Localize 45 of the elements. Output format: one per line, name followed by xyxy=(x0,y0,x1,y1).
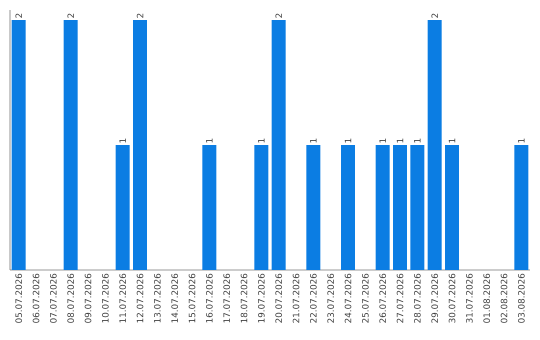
x-tick-label: 20.07.2026 xyxy=(275,274,282,323)
data-label: 1 xyxy=(448,138,456,142)
data-label: 1 xyxy=(396,138,404,142)
x-tick-label: 16.07.2026 xyxy=(206,274,213,322)
data-label: 1 xyxy=(518,138,525,142)
data-label: 1 xyxy=(379,138,386,142)
x-tick-label: 19.07.2026 xyxy=(258,274,265,322)
x-tick-label: 17.07.2026 xyxy=(223,274,230,322)
x-tick-label: 10.07.2026 xyxy=(102,274,109,322)
x-tick-label: 05.07.2026 xyxy=(15,274,22,323)
x-tick-label: 26.07.2026 xyxy=(379,274,386,323)
data-label: 2 xyxy=(15,14,22,18)
x-tick-label: 06.07.2026 xyxy=(32,274,40,323)
x-tick-label: 13.07.2026 xyxy=(154,274,161,322)
x-tick-label: 09.07.2026 xyxy=(84,274,92,323)
x-tick-label: 12.07.2026 xyxy=(136,274,144,322)
data-label: 2 xyxy=(136,14,144,18)
data-label: 2 xyxy=(275,14,282,18)
data-label: 1 xyxy=(310,138,317,142)
data-label: 2 xyxy=(431,14,438,18)
x-tick-label: 08.07.2026 xyxy=(67,274,74,323)
x-tick-label: 24.07.2026 xyxy=(344,274,352,323)
data-label: 1 xyxy=(344,138,352,142)
data-label: 2 xyxy=(67,14,74,18)
x-tick-label: 11.07.2026 xyxy=(119,274,126,322)
x-tick-label: 25.07.2026 xyxy=(362,274,369,323)
x-tick-label: 21.07.2026 xyxy=(292,274,300,323)
data-label: 1 xyxy=(414,138,421,142)
x-tick-label: 31.07.2026 xyxy=(466,274,473,323)
data-label: 1 xyxy=(258,138,265,142)
x-tick-label: 07.07.2026 xyxy=(50,274,57,323)
x-tick-label: 02.08.2026 xyxy=(500,274,508,323)
x-tick-label: 28.07.2026 xyxy=(414,274,421,323)
x-tick-label: 27.07.2026 xyxy=(396,274,404,323)
x-tick-label: 18.07.2026 xyxy=(240,274,248,322)
data-label: 1 xyxy=(119,138,126,142)
x-tick-label: 03.08.2026 xyxy=(518,274,525,323)
x-tick-label: 29.07.2026 xyxy=(431,274,438,323)
x-tick-label: 01.08.2026 xyxy=(483,274,490,323)
x-tick-label: 14.07.2026 xyxy=(171,274,178,322)
x-tick-label: 15.07.2026 xyxy=(188,274,196,322)
x-tick-label: 30.07.2026 xyxy=(448,274,456,323)
x-tick-label: 22.07.2026 xyxy=(310,274,317,323)
data-label: 1 xyxy=(206,138,213,142)
x-tick-label: 23.07.2026 xyxy=(327,274,334,323)
